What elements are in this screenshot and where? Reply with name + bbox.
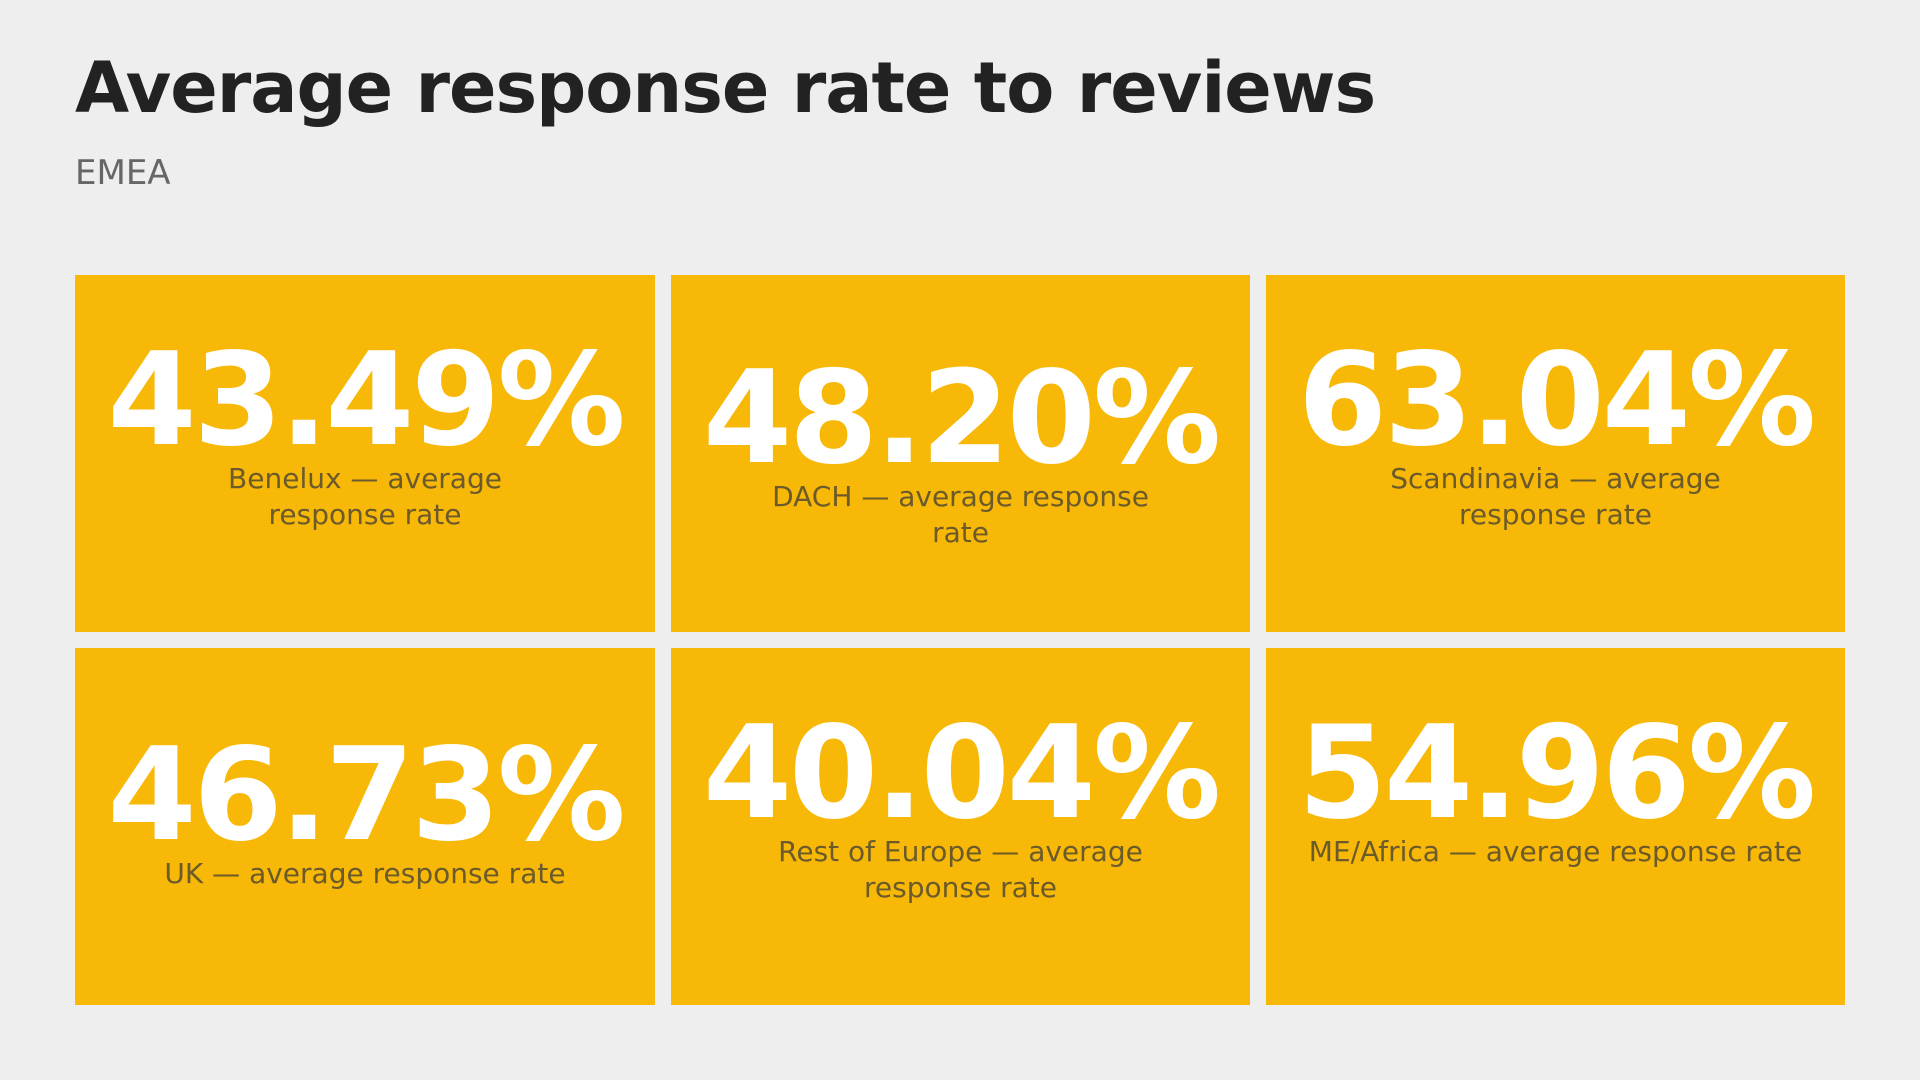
- kpi-card-benelux: 43.49% Benelux — average response rate: [75, 275, 655, 632]
- kpi-value: 43.49%: [107, 326, 625, 475]
- kpi-value: 63.04%: [1297, 326, 1816, 475]
- kpi-card-scandinavia: 63.04% Scandinavia — average response ra…: [1266, 275, 1845, 632]
- kpi-value: 46.73%: [107, 721, 625, 870]
- kpi-card-uk: 46.73% UK — average response rate: [75, 648, 655, 1005]
- page-subtitle: EMEA: [75, 153, 171, 193]
- kpi-grid: 43.49% Benelux — average response rate 4…: [75, 275, 1845, 1005]
- kpi-label: Benelux — average response rate: [228, 462, 502, 531]
- kpi-label: ME/Africa — average response rate: [1308, 835, 1803, 868]
- page-title: Average response rate to reviews: [75, 47, 1376, 129]
- kpi-card-me-africa: 54.96% ME/Africa — average response rate: [1266, 648, 1845, 1005]
- kpi-label: UK — average response rate: [164, 857, 566, 890]
- kpi-value: 48.20%: [702, 344, 1221, 493]
- kpi-value: 54.96%: [1297, 699, 1816, 848]
- kpi-value: 40.04%: [702, 699, 1221, 848]
- kpi-label: Scandinavia — average response rate: [1390, 462, 1721, 531]
- kpi-card-rest-of-europe: 40.04% Rest of Europe — average response…: [671, 648, 1250, 1005]
- kpi-label: Rest of Europe — average response rate: [778, 835, 1143, 904]
- kpi-card-dach: 48.20% DACH — average response rate: [671, 275, 1250, 632]
- kpi-label: DACH — average response rate: [772, 480, 1149, 549]
